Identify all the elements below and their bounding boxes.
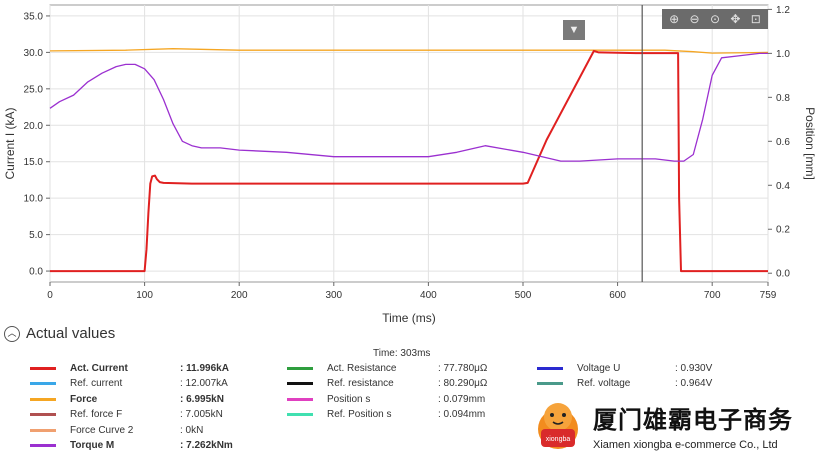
value-label: Torque M <box>70 440 115 451</box>
brand-logo: xiongba <box>538 403 578 449</box>
value-reading: : 12.007kA <box>180 378 228 389</box>
value-reading: : 0.094mm <box>438 409 486 420</box>
value-label: Ref. current <box>70 378 123 389</box>
y-left-tick-label: 25.0 <box>24 84 44 95</box>
y-left-tick-label: 5.0 <box>29 230 43 241</box>
value-row: Act. Resistance : 77.780μΩ <box>287 361 487 375</box>
value-row: Act. Current : 11.996kA <box>30 361 229 375</box>
brand-name-cn: 厦门雄霸电子商务 <box>593 405 793 434</box>
plot-frame <box>49 4 769 283</box>
y-left-tick-label: 15.0 <box>24 157 44 168</box>
time-readout: Time: 303ms <box>373 348 431 359</box>
value-label: Position s <box>327 393 371 405</box>
value-row: Ref. resistance : 80.290μΩ <box>287 377 487 391</box>
value-row: Ref. voltage : 0.964V <box>537 377 712 391</box>
value-row: Voltage U : 0.930V <box>537 361 712 375</box>
zoom-reset-icon[interactable]: ⊙ <box>709 12 720 26</box>
brand-watermark: xiongba 厦门雄霸电子商务 Xiamen xiongba e-commer… <box>527 393 818 457</box>
value-reading: : 77.780μΩ <box>438 362 488 374</box>
value-reading: : 11.996kA <box>180 362 229 374</box>
series-swatch <box>30 428 56 432</box>
value-row: Ref. Position s : 0.094mm <box>287 408 485 422</box>
series-line-force <box>49 48 769 54</box>
value-label: Ref. voltage <box>577 378 631 389</box>
series-swatch <box>287 413 313 416</box>
section-title: Actual values <box>26 325 116 342</box>
grid <box>49 4 769 283</box>
series-swatch <box>30 397 56 401</box>
x-tick-label: 400 <box>420 290 437 301</box>
value-row: Position s : 0.079mm <box>287 392 485 406</box>
series-swatch <box>287 366 313 370</box>
actual-values-header[interactable]: ︿ Actual values <box>4 325 115 342</box>
value-row: Force Curve 2 : 0kN <box>30 423 203 437</box>
zoom-in-icon[interactable]: ⊕ <box>669 12 680 26</box>
y-right-tick-label: 0.8 <box>776 93 790 104</box>
x-axis-title: Time (ms) <box>382 311 436 325</box>
y-left-tick-label: 35.0 <box>24 11 44 22</box>
series-swatch <box>537 382 563 385</box>
x-tick-label: 600 <box>609 290 626 301</box>
value-label: Ref. force F <box>70 409 123 420</box>
collapse-icon[interactable]: ︿ <box>4 325 20 342</box>
series-line-act-current <box>50 49 768 273</box>
y-right-tick-label: 0.0 <box>776 269 790 280</box>
zoom-box-icon[interactable]: ⊡ <box>750 12 761 26</box>
x-tick-label: 500 <box>515 290 532 301</box>
value-reading: : 80.290μΩ <box>438 378 488 389</box>
series-swatch <box>287 397 313 401</box>
y-right-tick-label: 0.6 <box>776 137 790 148</box>
pan-icon[interactable]: ✥ <box>730 12 741 26</box>
y-left-tick-label: 20.0 <box>24 121 44 132</box>
x-tick-label: 0 <box>47 290 53 301</box>
value-row: Ref. force F : 7.005kN <box>30 408 223 422</box>
x-tick-label: 759 <box>760 290 777 301</box>
y-right-tick-label: 0.2 <box>776 225 790 236</box>
series-layer <box>49 5 769 282</box>
series-line-torque-m <box>49 52 768 162</box>
y-left-tick-label: 0.0 <box>29 267 43 278</box>
series-swatch <box>537 366 563 370</box>
series-swatch <box>30 444 56 447</box>
chart: 0 100 200 300 400 500 600 700 759 0.0 5.0 10.0 15.0 2… <box>3 4 817 325</box>
series-swatch <box>30 366 56 370</box>
y-left-axis-title: Current I (kA) <box>3 107 17 179</box>
y-left-tick-label: 10.0 <box>24 194 44 205</box>
value-row: Ref. current : 12.007kA <box>30 377 228 391</box>
value-label: Ref. resistance <box>327 378 394 389</box>
svg-text:xiongba: xiongba <box>546 436 571 443</box>
value-reading: : 7.005kN <box>180 409 223 420</box>
brand-name-en: Xiamen xiongba e-commerce Co., Ltd <box>593 438 778 451</box>
y-right-axis-title: Position [mm] <box>803 107 817 180</box>
y-left-tick-label: 30.0 <box>24 48 44 59</box>
value-label: Force Curve 2 <box>70 424 134 436</box>
x-tick-label: 200 <box>231 290 248 301</box>
filter-icon[interactable]: ▼ <box>563 20 585 40</box>
value-reading: : 0kN <box>180 424 204 436</box>
chart-toolbar: ⊕ ⊖ ⊙ ✥ ⊡ <box>662 9 768 29</box>
x-tick-label: 300 <box>325 290 342 301</box>
zoom-out-icon[interactable]: ⊖ <box>689 12 700 26</box>
value-reading: : 0.964V <box>675 378 713 389</box>
value-row: Torque M : 7.262kNm <box>30 439 233 453</box>
value-reading: : 7.262kNm <box>180 440 233 451</box>
y-right-tick-label: 1.2 <box>776 5 790 16</box>
value-reading: : 0.079mm <box>438 393 486 405</box>
series-swatch <box>30 382 56 385</box>
x-tick-label: 700 <box>704 290 721 301</box>
value-reading: : 6.995kN <box>180 393 224 405</box>
value-label: Voltage U <box>577 362 621 374</box>
y-right-tick-label: 0.4 <box>776 181 790 192</box>
value-label: Act. Current <box>70 362 128 374</box>
series-swatch <box>30 413 56 416</box>
axes: 0 100 200 300 400 500 600 700 759 0.0 5.0 10.0 15.0 2… <box>3 5 817 325</box>
value-row: Force : 6.995kN <box>30 392 224 406</box>
value-label: Ref. Position s <box>327 409 392 420</box>
series-swatch <box>287 382 313 385</box>
value-label: Act. Resistance <box>327 362 397 374</box>
x-tick-label: 100 <box>136 290 153 301</box>
y-right-tick-label: 1.0 <box>776 49 790 60</box>
value-label: Force <box>70 393 98 405</box>
value-reading: : 0.930V <box>675 362 713 374</box>
